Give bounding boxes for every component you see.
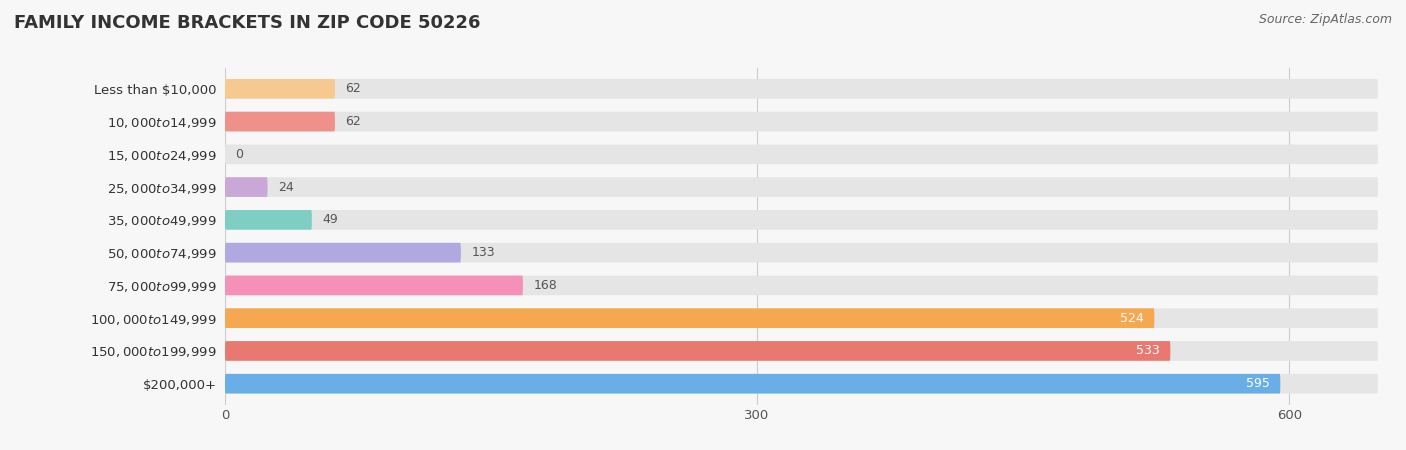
FancyBboxPatch shape [225, 177, 267, 197]
FancyBboxPatch shape [225, 243, 461, 262]
FancyBboxPatch shape [225, 374, 1378, 394]
Text: 49: 49 [322, 213, 339, 226]
FancyBboxPatch shape [225, 177, 1378, 197]
Text: 24: 24 [278, 180, 294, 194]
Text: FAMILY INCOME BRACKETS IN ZIP CODE 50226: FAMILY INCOME BRACKETS IN ZIP CODE 50226 [14, 14, 481, 32]
FancyBboxPatch shape [225, 243, 1378, 262]
FancyBboxPatch shape [225, 374, 1281, 394]
FancyBboxPatch shape [225, 308, 1154, 328]
Text: 595: 595 [1246, 377, 1270, 390]
Text: 533: 533 [1136, 344, 1160, 357]
FancyBboxPatch shape [225, 210, 312, 230]
FancyBboxPatch shape [225, 275, 523, 295]
Text: 168: 168 [534, 279, 557, 292]
FancyBboxPatch shape [225, 210, 1378, 230]
Text: 133: 133 [471, 246, 495, 259]
FancyBboxPatch shape [225, 144, 1378, 164]
Text: 0: 0 [236, 148, 243, 161]
Text: Source: ZipAtlas.com: Source: ZipAtlas.com [1258, 14, 1392, 27]
FancyBboxPatch shape [225, 112, 1378, 131]
FancyBboxPatch shape [225, 79, 335, 99]
FancyBboxPatch shape [225, 341, 1170, 361]
Text: 524: 524 [1121, 312, 1143, 324]
FancyBboxPatch shape [225, 79, 1378, 99]
FancyBboxPatch shape [225, 308, 1378, 328]
Text: 62: 62 [346, 115, 361, 128]
Text: 62: 62 [346, 82, 361, 95]
FancyBboxPatch shape [225, 275, 1378, 295]
FancyBboxPatch shape [225, 112, 335, 131]
FancyBboxPatch shape [225, 341, 1378, 361]
